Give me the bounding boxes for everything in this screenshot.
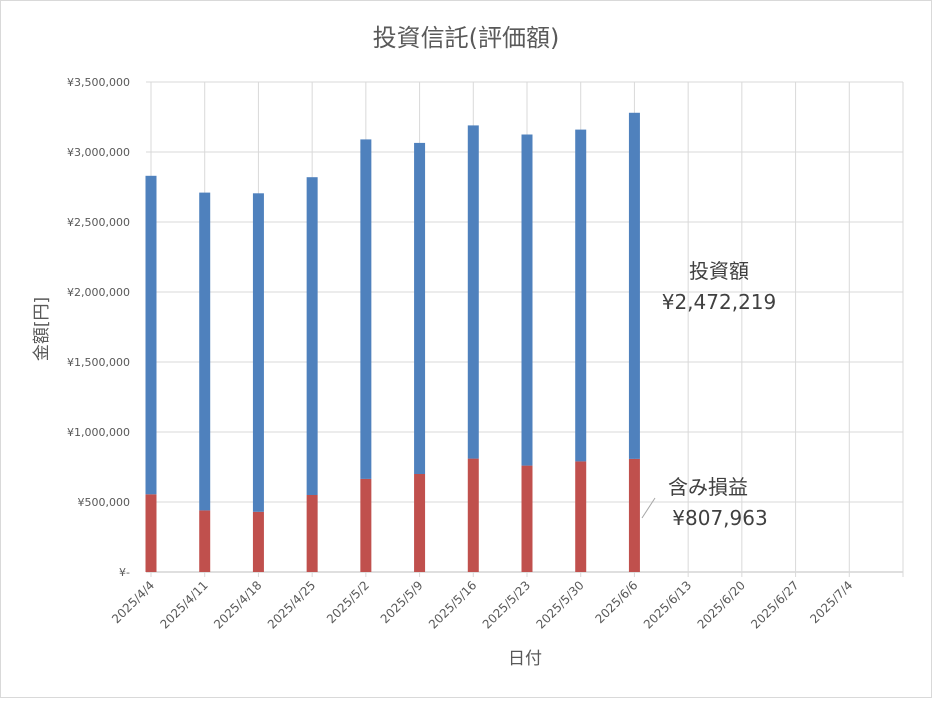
unrealized-gain-bar[interactable] [199, 510, 211, 572]
y-tick-label: ¥3,000,000 [67, 146, 130, 159]
unrealized-gain-bar[interactable] [414, 474, 426, 572]
x-tick-label: 2025/5/16 [426, 578, 479, 631]
bars[interactable] [145, 112, 640, 572]
unrealized-gain-bar[interactable] [360, 478, 372, 572]
x-tick-label: 2025/5/23 [480, 578, 533, 631]
y-axis-ticks: ¥- ¥500,000 ¥1,000,000 ¥1,500,000 ¥2,000,000… [67, 76, 130, 579]
x-tick-label: 2025/4/4 [109, 578, 157, 626]
y-axis-label: 金額[円] [32, 297, 52, 361]
chart-title: 投資信託(評価額) [373, 24, 560, 52]
investment-bar[interactable] [575, 129, 587, 462]
x-tick-label: 2025/6/6 [593, 578, 641, 626]
x-tick-label: 2025/5/30 [533, 578, 586, 631]
investment-bar[interactable] [467, 125, 479, 459]
gain-annotation-leader [641, 497, 656, 519]
unrealized-gain-bar[interactable] [145, 494, 157, 572]
unrealized-gain-bar[interactable] [575, 461, 587, 572]
investment-bar[interactable] [306, 177, 318, 495]
x-tick-label: 2025/6/20 [695, 578, 748, 631]
x-tick-label: 2025/4/25 [265, 578, 318, 631]
y-tick-label: ¥1,500,000 [67, 356, 130, 369]
x-tick-label: 2025/4/11 [157, 578, 210, 631]
investment-bar[interactable] [360, 139, 372, 479]
x-tick-label: 2025/6/13 [641, 578, 694, 631]
gain-annotation-value: ¥807,963 [672, 506, 767, 530]
x-axis-label: 日付 [508, 649, 542, 669]
y-tick-label: ¥2,000,000 [67, 286, 130, 299]
x-tick-label: 2025/6/27 [748, 578, 801, 631]
x-tick-label: 2025/4/18 [211, 578, 264, 631]
investment-annotation-value: ¥2,472,219 [662, 290, 777, 314]
y-tick-label: ¥2,500,000 [67, 216, 130, 229]
x-tick-label: 2025/5/9 [378, 578, 426, 626]
y-tick-label: ¥- [119, 566, 130, 579]
x-tick-label: 2025/7/4 [807, 578, 855, 626]
unrealized-gain-bar[interactable] [252, 511, 264, 572]
y-tick-label: ¥1,000,000 [67, 426, 130, 439]
gain-annotation-label: 含み損益 [668, 475, 748, 499]
y-tick-label: ¥3,500,000 [67, 76, 130, 89]
unrealized-gain-bar[interactable] [521, 465, 533, 572]
investment-bar[interactable] [628, 112, 640, 459]
investment-bar[interactable] [145, 175, 157, 495]
unrealized-gain-bar[interactable] [306, 495, 318, 572]
unrealized-gain-bar[interactable] [628, 458, 640, 572]
investment-bar[interactable] [521, 134, 533, 466]
investment-bar[interactable] [199, 192, 211, 511]
x-axis-ticks: 2025/4/4 2025/4/11 2025/4/18 2025/4/25 2025/… [109, 578, 855, 631]
investment-bar[interactable] [252, 193, 264, 512]
y-tick-label: ¥500,000 [78, 496, 131, 509]
investment-bar[interactable] [414, 142, 426, 474]
unrealized-gain-bar[interactable] [467, 458, 479, 572]
x-tick-label: 2025/5/2 [324, 578, 372, 626]
investment-annotation-label: 投資額 [689, 259, 749, 283]
